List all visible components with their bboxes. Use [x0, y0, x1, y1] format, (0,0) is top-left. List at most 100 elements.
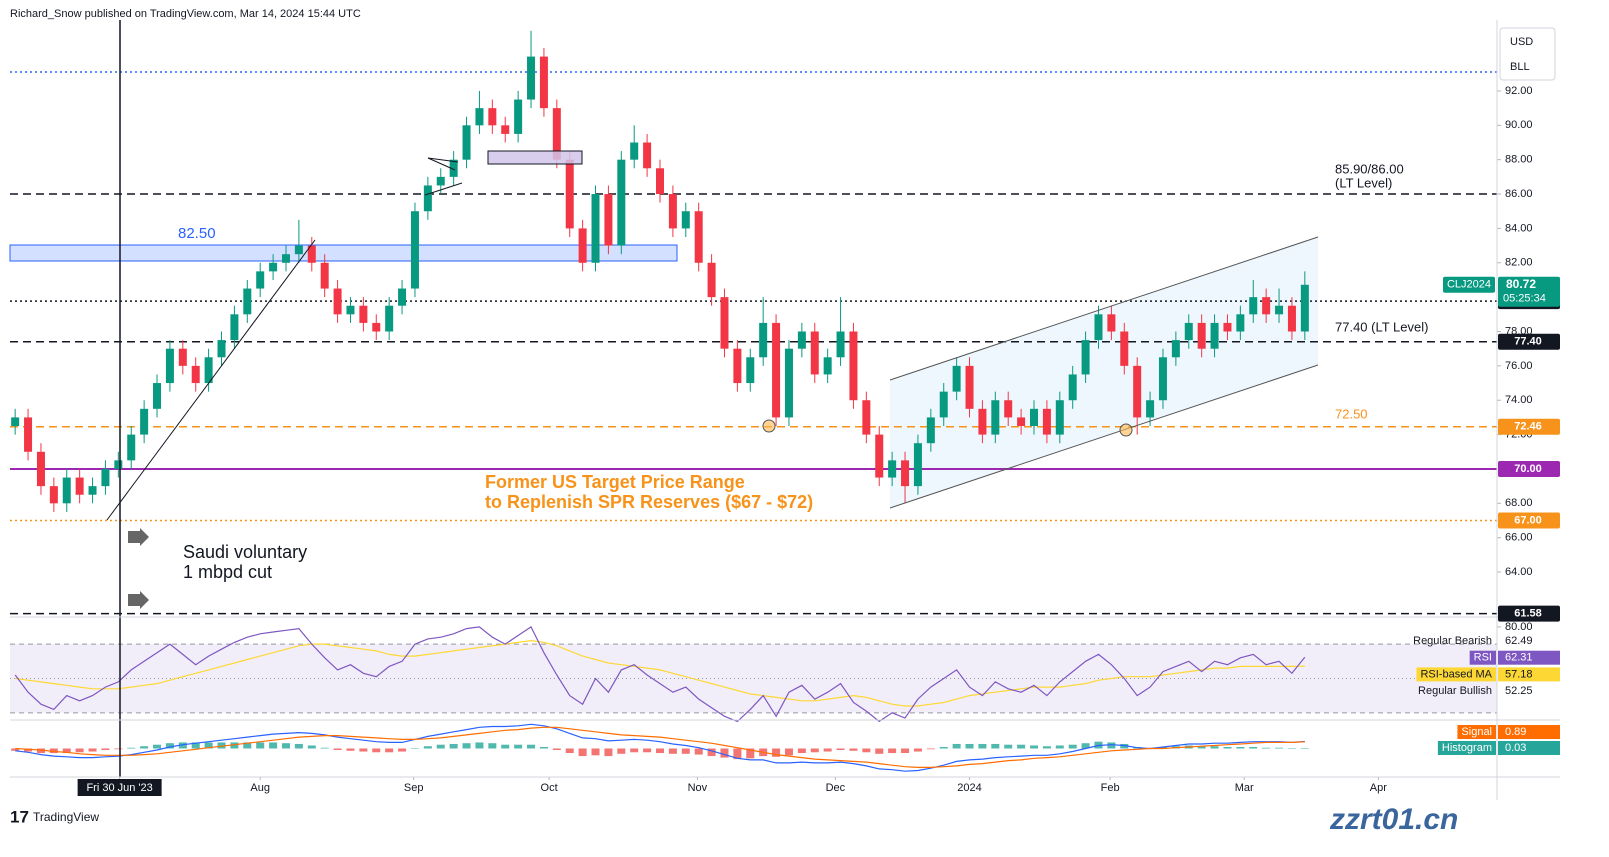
- histogram-bar: [991, 743, 1000, 749]
- candle-body: [759, 322, 768, 358]
- channel-fill: [890, 237, 1318, 508]
- price-tag: [1498, 605, 1560, 622]
- histogram-bar: [539, 746, 548, 749]
- candle-body: [1068, 374, 1077, 401]
- currency: USD: [1510, 36, 1533, 48]
- histogram-bar: [565, 748, 574, 754]
- candle-body: [36, 451, 45, 487]
- histogram-bar: [901, 748, 910, 754]
- candle-body: [1236, 314, 1245, 332]
- histogram-bar: [320, 747, 329, 749]
- y-tick-label: 66.00: [1505, 532, 1533, 544]
- candle-body: [862, 400, 871, 435]
- marker: [762, 419, 776, 433]
- candle-body: [681, 211, 690, 229]
- candle-body: [888, 460, 897, 478]
- histogram-bar: [178, 742, 187, 749]
- y-tick-label: 86.00: [1505, 188, 1533, 200]
- histogram-bar: [1275, 747, 1284, 749]
- candle-body: [797, 331, 806, 349]
- candle-body: [1223, 322, 1232, 332]
- histogram-bar: [823, 748, 832, 752]
- candle-body: [552, 108, 561, 160]
- arrow: [128, 528, 149, 546]
- candle-body: [165, 348, 174, 384]
- indicator-tag-bg: [1416, 667, 1496, 682]
- indicator-tag-name: Regular Bearish: [1413, 635, 1492, 647]
- y-tick-label: 76.00: [1505, 360, 1533, 372]
- histogram-bar: [1223, 746, 1232, 749]
- candle-body: [320, 262, 329, 289]
- histogram-bar: [1236, 746, 1245, 749]
- y-tick-label: 92.00: [1505, 85, 1533, 97]
- histogram-bar: [204, 742, 213, 749]
- histogram-bar: [797, 748, 806, 754]
- indicator-tag-name: RSI: [1474, 652, 1492, 664]
- x-tick-label: Sep: [404, 782, 424, 794]
- histogram-bar: [101, 748, 110, 751]
- marker: [1119, 423, 1133, 437]
- histogram-bar: [140, 746, 149, 749]
- candle-body: [926, 417, 935, 444]
- candle-body: [630, 142, 639, 160]
- candle-body: [746, 357, 755, 384]
- histogram-bar: [410, 748, 419, 749]
- indicator-tag: [1498, 667, 1560, 682]
- candle-body: [333, 288, 342, 315]
- histogram-bar: [772, 748, 781, 757]
- rsi-band: [10, 644, 1497, 713]
- indicator-tag-name: Histogram: [1442, 742, 1492, 754]
- x-tick-label: 2024: [957, 782, 981, 794]
- histogram-bar: [269, 742, 278, 749]
- histogram-bar: [630, 748, 639, 753]
- histogram-bar: [153, 744, 162, 749]
- histogram-bar: [1068, 744, 1077, 749]
- candle-body: [269, 262, 278, 272]
- histogram-bar: [1030, 745, 1039, 749]
- histogram-bar: [681, 748, 690, 754]
- candle-body: [875, 434, 884, 478]
- candle-body: [565, 159, 574, 229]
- last-price-tag: [1498, 276, 1560, 307]
- histogram-bar: [733, 748, 742, 760]
- x-tick-label: Dec: [826, 782, 846, 794]
- histogram-bar: [875, 748, 884, 754]
- marks: 64.0066.0068.0072.0074.0076.0078.0082.00…: [10, 30, 1533, 780]
- candle-body: [655, 168, 664, 195]
- candle-body: [527, 56, 536, 100]
- pattern-line: [424, 182, 463, 196]
- histogram-bar: [49, 748, 58, 754]
- footer: TradingView: [33, 810, 99, 824]
- level-label: (LT Level): [1335, 175, 1392, 190]
- candle-body: [488, 108, 497, 126]
- candle-body: [1171, 340, 1180, 358]
- candle-body: [668, 194, 677, 229]
- candle-body: [423, 185, 432, 212]
- histogram-bar: [694, 748, 703, 755]
- candle-body: [849, 331, 858, 401]
- x-tick-label: Feb: [1101, 782, 1120, 794]
- annotation: 1 mbpd cut: [183, 562, 272, 582]
- candle-body: [114, 460, 123, 469]
- candle-body: [294, 245, 303, 255]
- candle-body: [449, 159, 458, 177]
- countdown-label: 05:25:34: [1503, 293, 1546, 305]
- histogram-bar: [746, 748, 755, 759]
- histogram-bar: [965, 743, 974, 749]
- histogram-bar: [127, 747, 136, 749]
- candle-body: [1094, 314, 1103, 341]
- candle-body: [784, 348, 793, 418]
- candle-body: [1262, 297, 1271, 315]
- y-tick-label: 74.00: [1505, 394, 1533, 406]
- candle-body: [514, 99, 523, 134]
- indicator-tag-value: 0.03: [1505, 742, 1526, 754]
- histogram-bar: [294, 743, 303, 749]
- arrow: [128, 591, 149, 609]
- indicator-tag-bg: [1437, 741, 1496, 755]
- candle-body: [939, 391, 948, 418]
- candle-body: [810, 331, 819, 375]
- histogram-bar: [578, 748, 587, 757]
- histogram-bar: [591, 748, 600, 756]
- candle-body: [1081, 340, 1090, 375]
